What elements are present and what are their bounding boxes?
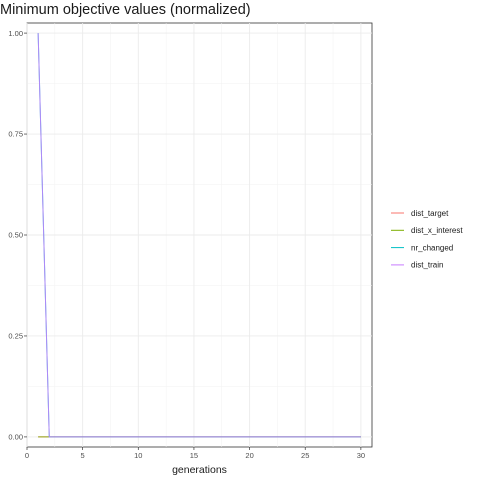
legend-label-dist_x_interest: dist_x_interest bbox=[411, 226, 463, 235]
y-tick-label: 1.00 bbox=[8, 29, 23, 38]
y-tick-label: 0.50 bbox=[8, 231, 23, 240]
x-tick-label: 0 bbox=[25, 451, 29, 460]
x-tick-label: 25 bbox=[301, 451, 309, 460]
series-lines bbox=[37, 33, 361, 438]
legend-label-dist_train: dist_train bbox=[411, 261, 443, 270]
legend: dist_target dist_x_interest nr_changeddist… bbox=[391, 209, 463, 270]
y-tick-label: 0.00 bbox=[8, 433, 23, 442]
x-tick-label: 5 bbox=[81, 451, 85, 460]
y-tick-label: 0.75 bbox=[8, 130, 23, 139]
legend-label-dist_target: dist_target bbox=[411, 209, 449, 218]
series-line-dist_train bbox=[37, 33, 361, 438]
x-tick-label: 20 bbox=[245, 451, 253, 460]
chart-title: Minimum objective values (normalized) bbox=[0, 2, 251, 18]
x-tick-label: 30 bbox=[357, 451, 365, 460]
x-axis-title: generations bbox=[172, 464, 227, 476]
axes: 0 5 10 15 20 25 30 0.00 0.25 0.50 0.75 1.00 bbox=[8, 29, 365, 460]
legend-label-nr_changed: nr_changed bbox=[411, 243, 453, 252]
y-tick-label: 0.25 bbox=[8, 332, 23, 341]
grid-lines bbox=[26, 23, 372, 447]
x-tick-label: 15 bbox=[190, 451, 198, 460]
x-tick-label: 10 bbox=[134, 451, 142, 460]
